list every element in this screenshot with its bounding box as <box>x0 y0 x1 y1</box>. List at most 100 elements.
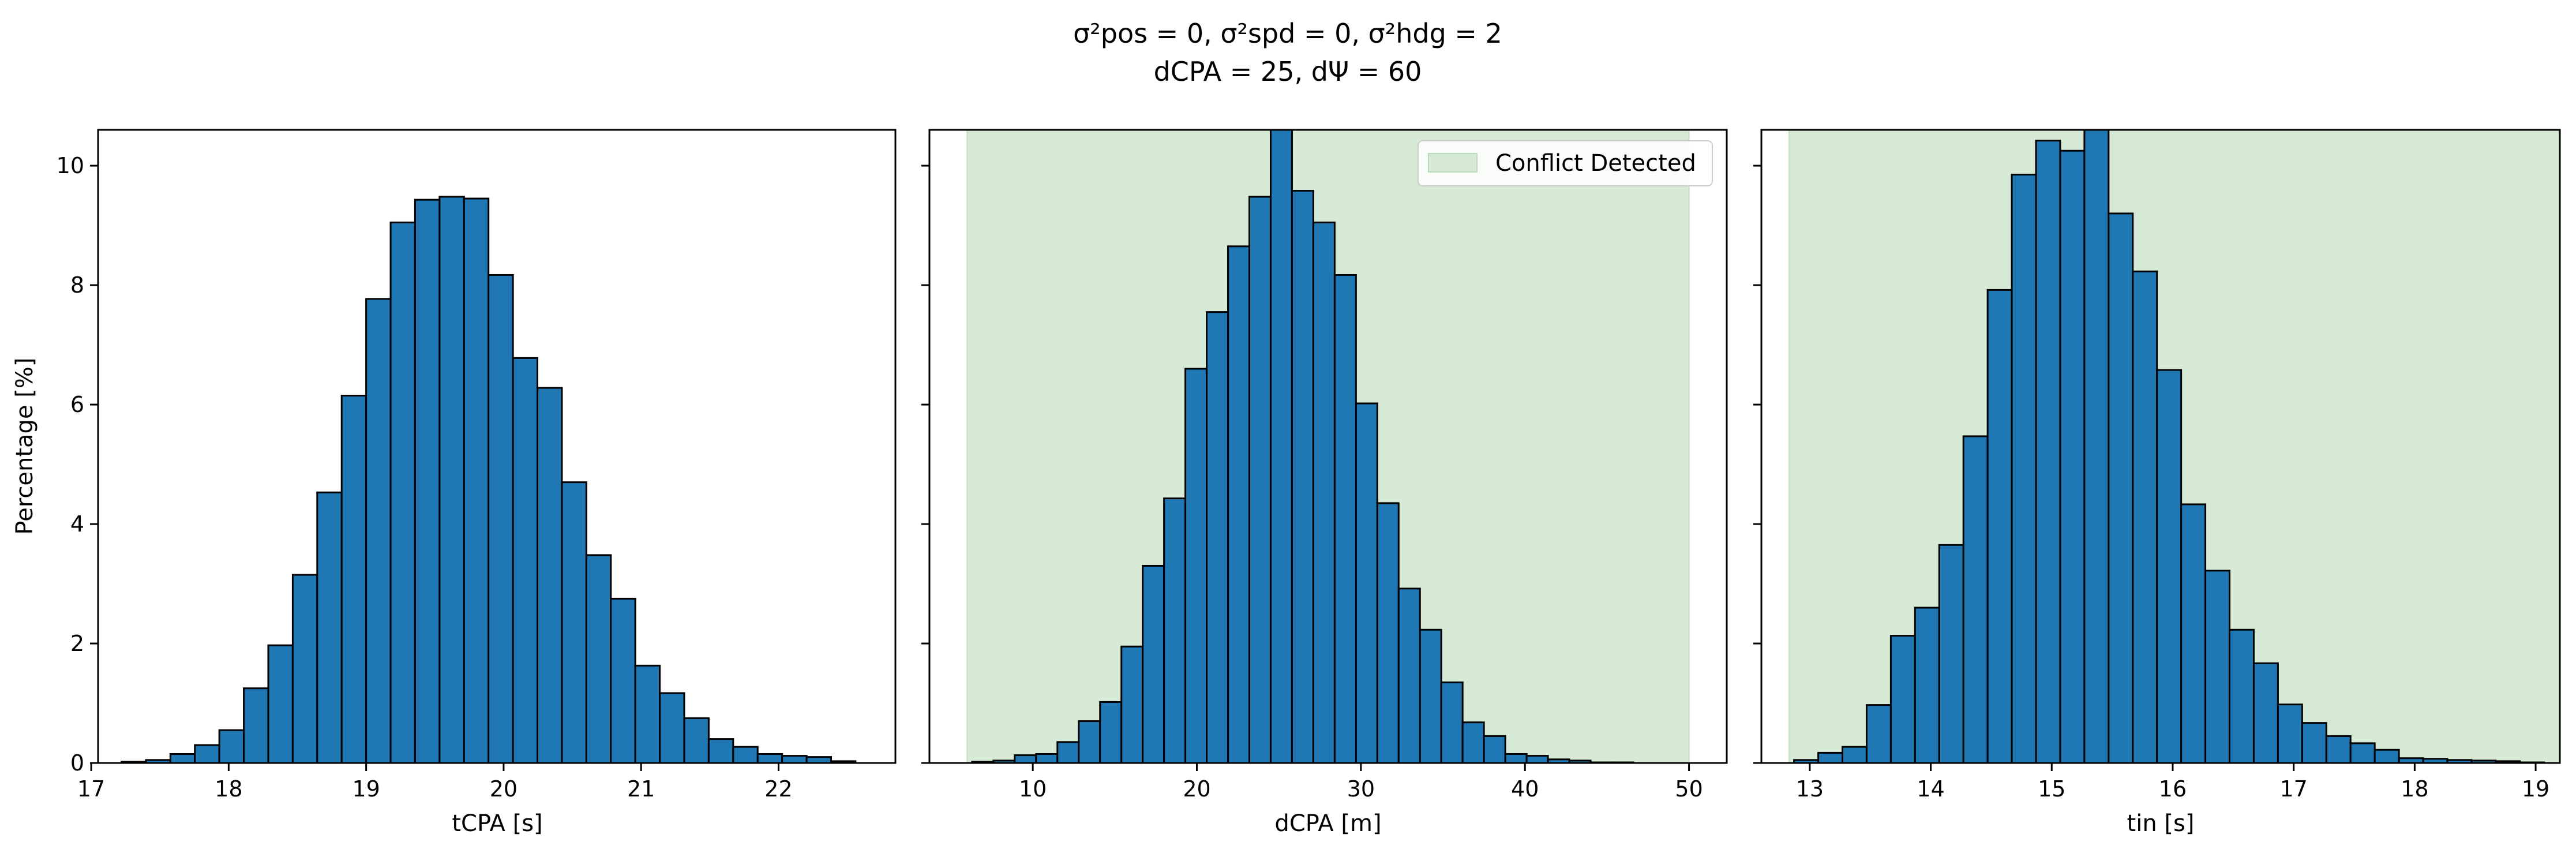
x-tick-label: 18 <box>215 776 242 802</box>
histogram-bar <box>1525 755 1549 764</box>
x-tick-label: 20 <box>1183 776 1210 802</box>
histogram-bar <box>1120 645 1144 764</box>
histogram-bar <box>610 597 636 764</box>
histogram-bar <box>1078 720 1101 764</box>
histogram-bar <box>1099 701 1123 764</box>
histogram-bar <box>1163 497 1187 764</box>
histogram-bar <box>365 298 392 764</box>
legend-box <box>1418 140 1713 186</box>
x-tick-label: 17 <box>77 776 105 802</box>
histogram-bar <box>1142 564 1165 764</box>
histogram-bar <box>1056 741 1080 764</box>
plot-area <box>121 196 857 764</box>
histogram-bar <box>414 199 441 764</box>
x-tick-label: 16 <box>2159 776 2187 802</box>
y-tick-label: 6 <box>70 392 84 417</box>
histogram-bar <box>2373 749 2400 764</box>
histogram-bar <box>1206 311 1229 764</box>
histogram-bar <box>218 729 245 764</box>
histogram-bar <box>1419 628 1442 764</box>
histogram-panel-dcpa: 10 20 30 40 50 dCPA [m] Conflict Detected <box>921 129 1728 837</box>
x-tick-label: 10 <box>1019 776 1047 802</box>
histogram-bar <box>1483 735 1506 764</box>
x-tick-label: 40 <box>1511 776 1539 802</box>
histogram-bar <box>2325 735 2352 764</box>
x-tick-label: 13 <box>1796 776 1824 802</box>
histogram-bar <box>1461 721 1485 764</box>
histogram-bar <box>1333 274 1357 764</box>
y-tick-label: 10 <box>57 153 84 178</box>
axes-frame <box>1760 129 2561 764</box>
histogram-bar <box>1248 196 1272 764</box>
y-tick-label: 8 <box>70 272 84 298</box>
histogram-bar <box>2108 212 2134 764</box>
figure-title-line1: σ²pos = 0, σ²spd = 0, σ²hdg = 2 <box>1073 18 1502 49</box>
histogram-bar <box>291 574 318 764</box>
x-axis-label: tCPA [s] <box>452 810 542 837</box>
histogram-bar <box>316 491 343 764</box>
histogram-bar <box>1841 746 1868 764</box>
x-tick-label: 18 <box>2401 776 2428 802</box>
histogram-bar <box>1355 402 1378 764</box>
histogram-bar <box>488 274 514 764</box>
axes-frame <box>97 129 897 764</box>
histogram-bar <box>1184 368 1208 764</box>
legend-swatch <box>1428 153 1478 173</box>
x-tick-label: 14 <box>1917 776 1944 802</box>
histogram-bar <box>2059 149 2086 764</box>
histogram-bar <box>2204 570 2231 764</box>
histogram-bar <box>1504 753 1528 764</box>
histogram-panel-tin: 13 14 15 16 17 18 19 tin [s] <box>1753 129 2561 837</box>
y-tick-label: 2 <box>70 631 84 656</box>
histogram-bar <box>1269 129 1293 764</box>
x-tick-label: 17 <box>2279 776 2307 802</box>
histogram-bar <box>1817 751 1843 764</box>
x-tick-label: 22 <box>764 776 792 802</box>
plot-area <box>966 129 1690 764</box>
histogram-bar <box>1035 753 1059 764</box>
tick-layer: 17 18 19 20 21 22 0 2 4 6 8 10 <box>57 129 897 802</box>
histogram-bar <box>1291 190 1314 764</box>
histogram-bar <box>1014 754 1037 764</box>
histogram-bar <box>438 196 465 764</box>
histogram-bar <box>537 387 563 764</box>
histogram-bar <box>2011 174 2037 764</box>
histogram-bar <box>2229 628 2255 764</box>
histogram-bar <box>707 738 734 764</box>
y-tick-label: 0 <box>70 750 84 776</box>
histogram-bar <box>243 687 269 764</box>
histogram-bar <box>1889 635 1916 764</box>
histogram-bar <box>169 753 196 764</box>
histogram-bar <box>2252 662 2279 764</box>
histogram-bar <box>463 197 490 764</box>
histogram-bar <box>756 753 783 764</box>
figure-title-line2: dCPA = 25, dΨ = 60 <box>1154 56 1422 87</box>
histogram-bar <box>1227 245 1251 764</box>
histogram-bar <box>1376 502 1400 764</box>
histogram-bar <box>805 756 832 764</box>
histogram-bar <box>389 221 416 764</box>
x-tick-label: 30 <box>1347 776 1375 802</box>
y-axis-label: Percentage [%] <box>12 358 38 535</box>
y-tick-label: 4 <box>70 511 84 537</box>
legend: Conflict Detected <box>1418 140 1713 186</box>
histogram-bar <box>2180 503 2207 764</box>
x-tick-label: 21 <box>627 776 655 802</box>
histogram-bar <box>2156 369 2183 764</box>
tick-layer: 10 20 30 40 50 <box>921 129 1728 802</box>
histogram-bar <box>1962 435 1989 764</box>
histogram-bar <box>2035 140 2061 764</box>
x-axis-label: tin [s] <box>2127 810 2195 837</box>
x-tick-label: 19 <box>2522 776 2549 802</box>
x-tick-label: 19 <box>352 776 380 802</box>
plot-area <box>1788 129 2560 764</box>
histogram-bar <box>512 357 539 764</box>
x-tick-label: 50 <box>1675 776 1703 802</box>
histogram-bar <box>585 554 612 764</box>
histogram-bar <box>683 717 710 764</box>
histogram-panel-tcpa: 17 18 19 20 21 22 0 2 4 6 8 10 tCPA [s] Percentage … <box>12 129 897 837</box>
histogram-bar <box>1914 607 1940 764</box>
legend-entry-conflict-detected: Conflict Detected <box>1495 150 1696 177</box>
histogram-bar <box>2132 270 2158 764</box>
